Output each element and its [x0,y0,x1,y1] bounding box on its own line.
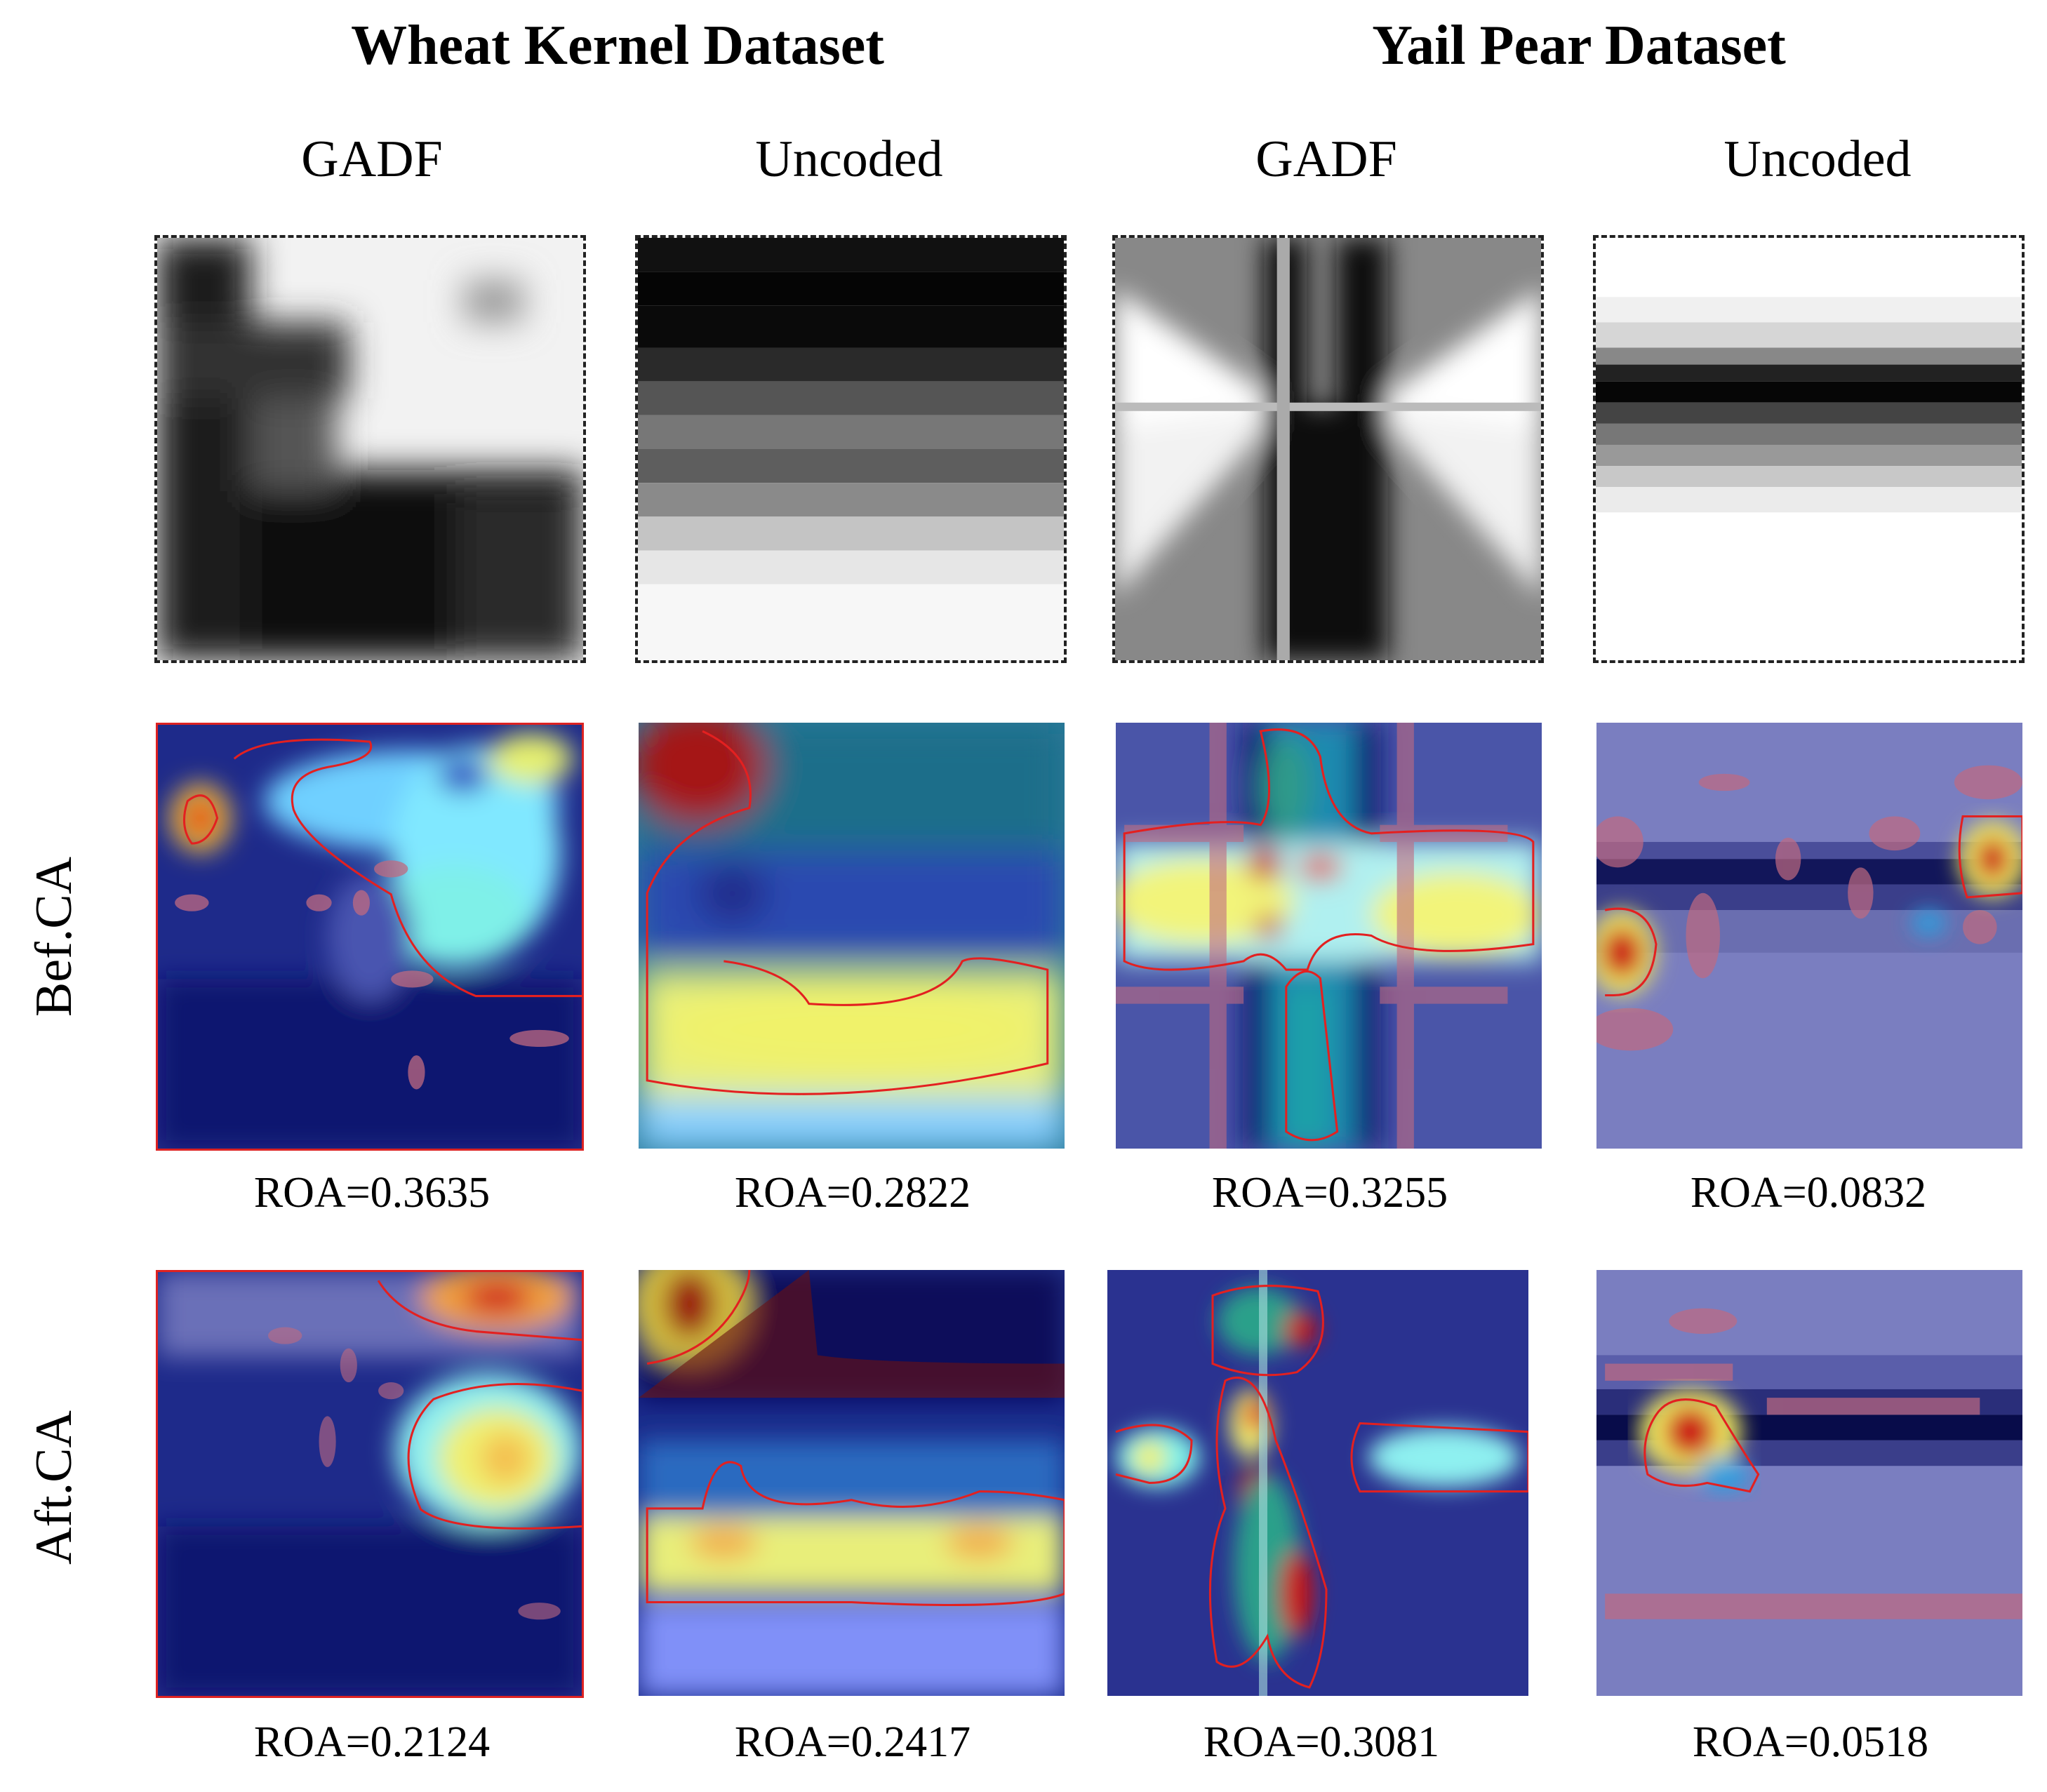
roa-bef-wheat-uncoded: ROA=0.2822 [734,1169,971,1217]
roa-aft-pear-gadf: ROA=0.3081 [1203,1718,1440,1766]
heatmap-bef-pear-uncoded [1596,723,2022,1149]
roa-aft-wheat-gadf: ROA=0.2124 [253,1718,491,1766]
column-label-gadf-wheat: GADF [301,131,443,188]
roa-aft-pear-uncoded: ROA=0.0518 [1692,1718,1929,1766]
row-label-aft-ca: Aft.CA [25,1410,83,1565]
heatmap-aft-wheat-uncoded [639,1270,1065,1696]
dataset-title-wheat: Wheat Kernel Dataset [351,15,884,76]
column-label-gadf-pear: GADF [1255,131,1397,188]
roa-bef-pear-gadf: ROA=0.3255 [1211,1169,1448,1217]
roa-bef-pear-uncoded: ROA=0.0832 [1690,1169,1927,1217]
column-label-uncoded-pear: Uncoded [1723,131,1912,188]
image-pear-uncoded [1593,235,2025,663]
heatmap-aft-pear-uncoded [1596,1270,2022,1696]
heatmap-bef-wheat-gadf [156,723,584,1151]
image-pear-gadf [1112,235,1544,663]
heatmap-aft-pear-gadf [1107,1270,1528,1696]
roa-aft-wheat-uncoded: ROA=0.2417 [734,1718,971,1766]
heatmap-aft-wheat-gadf [156,1270,584,1698]
roa-bef-wheat-gadf: ROA=0.3635 [253,1169,491,1217]
heatmap-bef-wheat-uncoded [639,723,1065,1149]
row-label-bef-ca: Bef.CA [25,856,83,1017]
dataset-title-pear: Yail Pear Dataset [1372,15,1786,76]
column-label-uncoded-wheat: Uncoded [755,131,943,188]
heatmap-bef-pear-gadf [1116,723,1542,1149]
image-wheat-gadf [154,235,586,663]
image-wheat-uncoded [635,235,1067,663]
